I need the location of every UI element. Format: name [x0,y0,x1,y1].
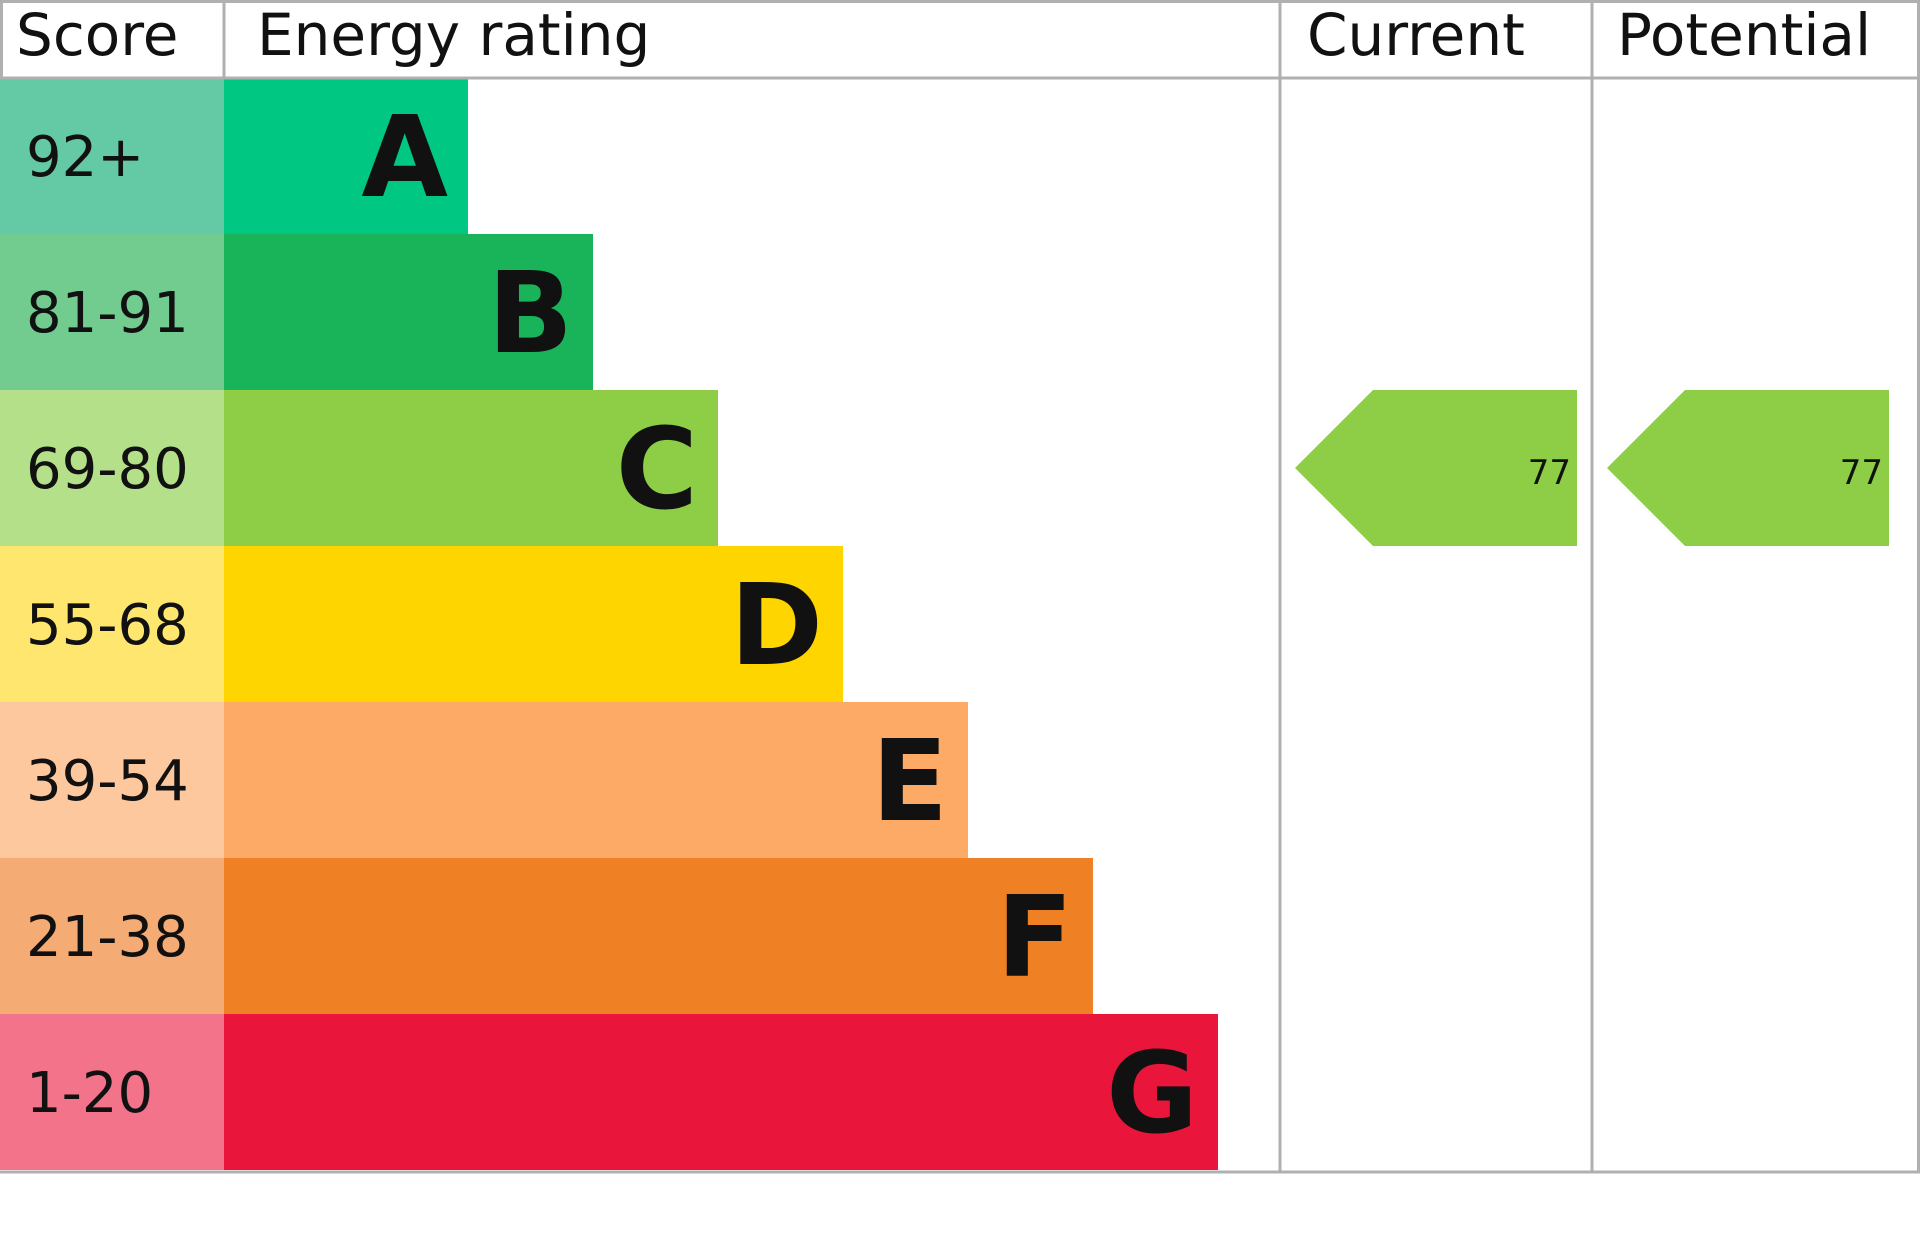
header-potential: Potential [1617,1,1871,69]
current-rating-arrow: 77 [1295,390,1577,546]
rating-letter: G [1106,1029,1198,1159]
band-row-a: 92+ A [0,78,468,234]
score-cell [0,702,224,858]
band-row-c: 69-80 C [0,390,718,546]
rating-bar [224,390,718,546]
header-score: Score [16,1,178,69]
rating-bar [224,546,843,702]
score-cell [0,1014,224,1170]
score-range-label: 21-38 [26,905,189,970]
rating-arrows: 77 77 [1295,390,1889,546]
band-row-b: 81-91 B [0,234,593,390]
rating-letter: E [871,717,948,847]
rating-bar [224,702,968,858]
header-energy-rating: Energy rating [257,1,650,69]
band-row-d: 55-68 D [0,546,843,702]
header-current: Current [1307,1,1525,69]
rating-letter: A [361,93,448,223]
rating-letter: B [488,249,573,379]
current-arrow-shape [1295,390,1577,546]
rating-bar [224,1014,1218,1170]
rating-bar [224,858,1093,1014]
potential-rating-arrow: 77 [1607,390,1889,546]
bands: 92+ A 81-91 B 69-80 C 55-68 D 39-54 E 21-38 F 1-20 G [0,78,1218,1170]
band-row-f: 21-38 F [0,858,1093,1014]
rating-letter: D [730,561,823,691]
rating-bar [224,78,468,234]
score-range-label: 92+ [26,125,144,190]
score-range-label: 81-91 [26,281,189,346]
score-cell [0,390,224,546]
current-value: 77 [1528,453,1571,493]
score-range-label: 39-54 [26,749,189,814]
rating-bar [224,234,593,390]
score-cell [0,78,224,234]
rating-letter: F [996,873,1073,1003]
band-row-g: 1-20 G [0,1014,1218,1170]
score-range-label: 55-68 [26,593,189,658]
score-cell [0,234,224,390]
score-cell [0,546,224,702]
grid-lines [0,0,1920,1174]
rating-letter: C [616,405,698,535]
score-range-label: 1-20 [26,1061,153,1126]
band-row-e: 39-54 E [0,702,968,858]
potential-arrow-shape [1607,390,1889,546]
potential-value: 77 [1840,453,1883,493]
score-range-label: 69-80 [26,437,189,502]
score-cell [0,858,224,1014]
